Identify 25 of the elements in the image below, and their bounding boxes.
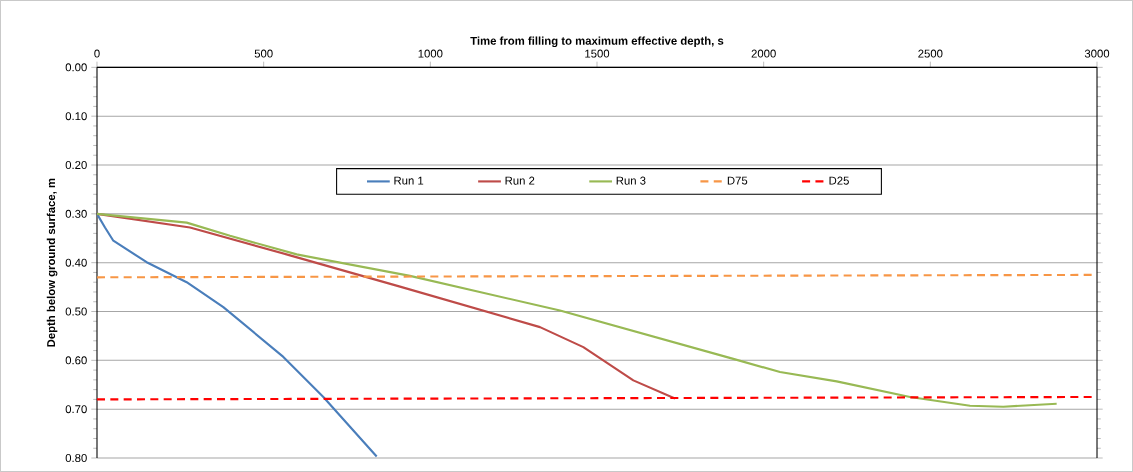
x-tick-label: 1500 [585, 49, 610, 58]
line-series [97, 212, 1058, 408]
x-tick-label: 0 [94, 49, 100, 58]
y-tick-label: 0.20 [65, 161, 87, 170]
legend-label: Run 3 [616, 176, 646, 185]
y-axis-title: Depth below ground surface, m [46, 178, 58, 347]
line-series [97, 212, 378, 458]
x-tick-label: 2500 [918, 49, 943, 58]
y-tick-label: 0.70 [65, 405, 87, 414]
legend-label: D75 [727, 176, 748, 185]
x-tick-label: 1000 [418, 49, 443, 58]
legend-label: Run 1 [394, 176, 424, 185]
y-tick-label: 0.00 [65, 63, 87, 72]
y-tick-label: 0.30 [65, 209, 87, 218]
x-tick-label: 500 [254, 49, 273, 58]
x-tick-label: 2000 [751, 49, 776, 58]
y-tick-label: 0.80 [65, 454, 87, 463]
legend-label: Run 2 [505, 176, 535, 185]
y-tick-label: 0.10 [65, 112, 87, 121]
y-tick-label: 0.50 [65, 307, 87, 316]
legend-label: D25 [829, 176, 849, 185]
y-tick-label: 0.40 [65, 258, 87, 267]
x-axis-title: Time from filling to maximum effective depth, s [470, 36, 724, 48]
x-tick-label: 3000 [1084, 49, 1110, 58]
y-tick-label: 0.60 [65, 356, 87, 365]
